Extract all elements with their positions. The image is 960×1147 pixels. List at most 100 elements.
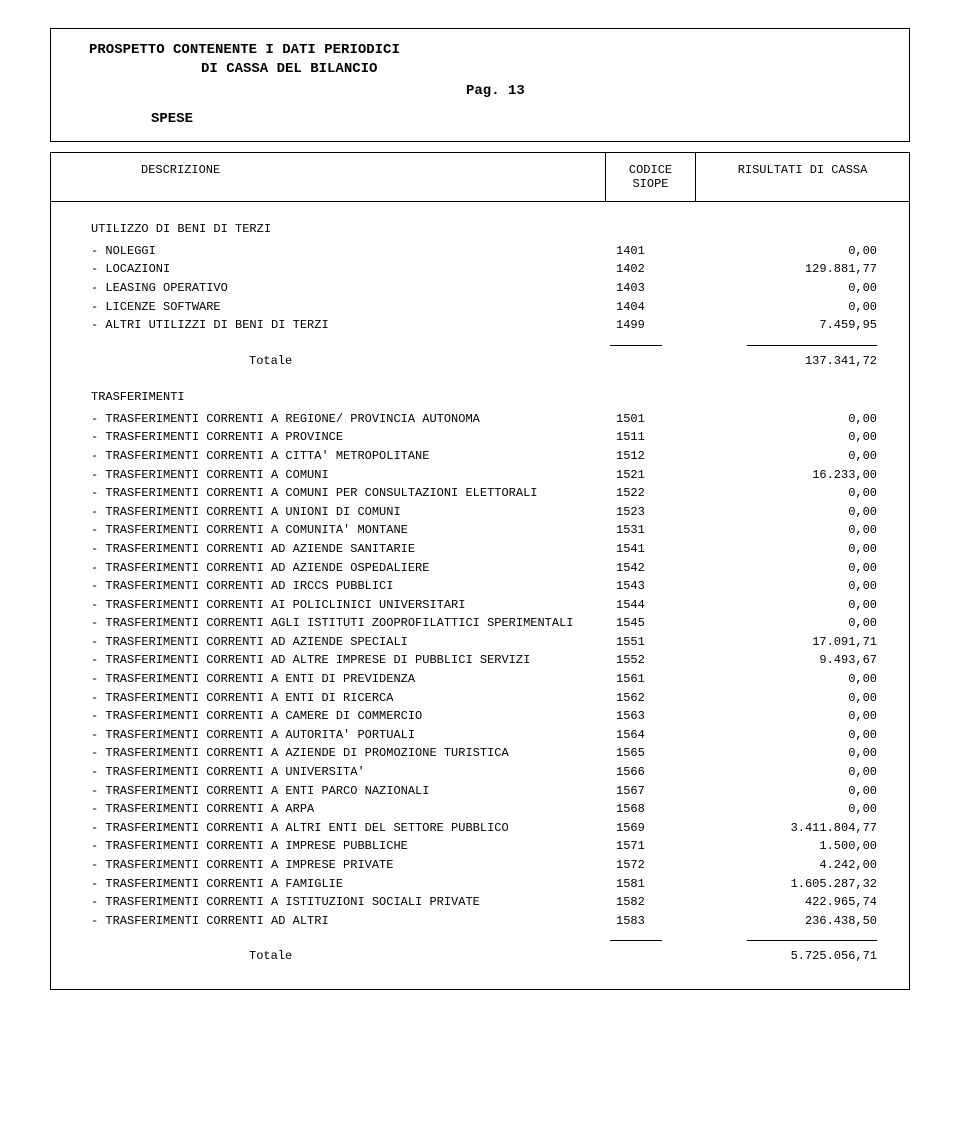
row-value: 0,00: [696, 540, 909, 559]
table-row: - TRASFERIMENTI CORRENTI AD IRCCS PUBBLI…: [51, 577, 909, 596]
row-code: 1511: [606, 428, 696, 447]
row-code: 1404: [606, 298, 696, 317]
row-code: 1581: [606, 875, 696, 894]
row-desc: - TRASFERIMENTI CORRENTI A CITTA' METROP…: [51, 447, 606, 466]
table-row: - TRASFERIMENTI CORRENTI A ENTI DI RICER…: [51, 689, 909, 708]
row-code: 1569: [606, 819, 696, 838]
row-code: 1545: [606, 614, 696, 633]
totale-label: Totale: [51, 949, 606, 963]
row-code: 1501: [606, 410, 696, 429]
row-desc: - LOCAZIONI: [51, 260, 606, 279]
row-value: 0,00: [696, 614, 909, 633]
row-desc: - TRASFERIMENTI CORRENTI AD ALTRI: [51, 912, 606, 931]
row-desc: - TRASFERIMENTI CORRENTI A AUTORITA' POR…: [51, 726, 606, 745]
row-code: 1563: [606, 707, 696, 726]
table-row: - TRASFERIMENTI CORRENTI A ALTRI ENTI DE…: [51, 819, 909, 838]
row-code: 1571: [606, 837, 696, 856]
row-value: 0,00: [696, 763, 909, 782]
row-code: 1582: [606, 893, 696, 912]
table-row: - TRASFERIMENTI CORRENTI A ISTITUZIONI S…: [51, 893, 909, 912]
row-desc: - TRASFERIMENTI CORRENTI AD AZIENDE SANI…: [51, 540, 606, 559]
table-row: - TRASFERIMENTI CORRENTI A CAMERE DI COM…: [51, 707, 909, 726]
title-line-2: DI CASSA DEL BILANCIO: [201, 60, 889, 79]
title-line-1: PROSPETTO CONTENENTE I DATI PERIODICI: [89, 41, 889, 60]
row-desc: - TRASFERIMENTI CORRENTI A UNIVERSITA': [51, 763, 606, 782]
table-row: - TRASFERIMENTI CORRENTI A ENTI PARCO NA…: [51, 782, 909, 801]
row-desc: - TRASFERIMENTI CORRENTI A COMUNI PER CO…: [51, 484, 606, 503]
codice-label: CODICE: [629, 163, 672, 177]
row-desc: - TRASFERIMENTI CORRENTI A PROVINCE: [51, 428, 606, 447]
row-code: 1572: [606, 856, 696, 875]
row-desc: - TRASFERIMENTI CORRENTI A IMPRESE PRIVA…: [51, 856, 606, 875]
row-desc: - TRASFERIMENTI CORRENTI A CAMERE DI COM…: [51, 707, 606, 726]
row-desc: - TRASFERIMENTI CORRENTI AI POLICLINICI …: [51, 596, 606, 615]
document-page: PROSPETTO CONTENENTE I DATI PERIODICI DI…: [0, 0, 960, 1030]
row-code: 1531: [606, 521, 696, 540]
row-value: 236.438,50: [696, 912, 909, 931]
table-row: - TRASFERIMENTI CORRENTI A AUTORITA' POR…: [51, 726, 909, 745]
row-code: 1552: [606, 651, 696, 670]
table-body: UTILIZZO DI BENI DI TERZI - NOLEGGI14010…: [51, 202, 909, 990]
row-value: 0,00: [696, 298, 909, 317]
row-code: 1543: [606, 577, 696, 596]
row-desc: - TRASFERIMENTI CORRENTI A IMPRESE PUBBL…: [51, 837, 606, 856]
row-desc: - TRASFERIMENTI CORRENTI A REGIONE/ PROV…: [51, 410, 606, 429]
row-value: 0,00: [696, 428, 909, 447]
table-row: - TRASFERIMENTI CORRENTI A REGIONE/ PROV…: [51, 410, 909, 429]
row-desc: - NOLEGGI: [51, 242, 606, 261]
row-desc: - LICENZE SOFTWARE: [51, 298, 606, 317]
row-value: 1.500,00: [696, 837, 909, 856]
row-value: 0,00: [696, 484, 909, 503]
data-table: DESCRIZIONE CODICE SIOPE RISULTATI DI CA…: [50, 152, 910, 991]
totale-block: Totale 5.725.056,71: [51, 940, 909, 963]
row-code: 1562: [606, 689, 696, 708]
row-desc: - TRASFERIMENTI CORRENTI A ENTI DI RICER…: [51, 689, 606, 708]
row-desc: - ALTRI UTILIZZI DI BENI DI TERZI: [51, 316, 606, 335]
row-value: 7.459,95: [696, 316, 909, 335]
table-row: - TRASFERIMENTI CORRENTI AD ALTRI1583236…: [51, 912, 909, 931]
row-desc: - TRASFERIMENTI CORRENTI A ENTI PARCO NA…: [51, 782, 606, 801]
col-header-codice: CODICE SIOPE: [606, 153, 696, 201]
table-row: - TRASFERIMENTI CORRENTI A UNIONI DI COM…: [51, 503, 909, 522]
table-row: - TRASFERIMENTI CORRENTI A UNIVERSITA'15…: [51, 763, 909, 782]
row-value: 9.493,67: [696, 651, 909, 670]
row-code: 1567: [606, 782, 696, 801]
totale-label: Totale: [51, 354, 606, 368]
totale-row: Totale 137.341,72: [51, 354, 909, 368]
table-row: - TRASFERIMENTI CORRENTI A CITTA' METROP…: [51, 447, 909, 466]
row-desc: - TRASFERIMENTI CORRENTI A COMUNITA' MON…: [51, 521, 606, 540]
table-row: - TRASFERIMENTI CORRENTI AD AZIENDE OSPE…: [51, 559, 909, 578]
row-desc: - TRASFERIMENTI CORRENTI A COMUNI: [51, 466, 606, 485]
row-value: 0,00: [696, 279, 909, 298]
row-value: 0,00: [696, 689, 909, 708]
table-row: - TRASFERIMENTI CORRENTI AD ALTRE IMPRES…: [51, 651, 909, 670]
row-desc: - TRASFERIMENTI CORRENTI A FAMIGLIE: [51, 875, 606, 894]
row-code: 1544: [606, 596, 696, 615]
row-code: 1565: [606, 744, 696, 763]
col-header-descrizione: DESCRIZIONE: [51, 153, 606, 201]
row-desc: - TRASFERIMENTI CORRENTI AD AZIENDE OSPE…: [51, 559, 606, 578]
row-code: 1402: [606, 260, 696, 279]
row-value: 0,00: [696, 503, 909, 522]
row-code: 1542: [606, 559, 696, 578]
row-value: 0,00: [696, 596, 909, 615]
row-value: 0,00: [696, 744, 909, 763]
table-row: - TRASFERIMENTI CORRENTI A COMUNITA' MON…: [51, 521, 909, 540]
table-row: - ALTRI UTILIZZI DI BENI DI TERZI14997.4…: [51, 316, 909, 335]
row-value: 0,00: [696, 559, 909, 578]
table-row: - TRASFERIMENTI CORRENTI A ARPA15680,00: [51, 800, 909, 819]
row-code: 1522: [606, 484, 696, 503]
table-row: - NOLEGGI14010,00: [51, 242, 909, 261]
row-value: 3.411.804,77: [696, 819, 909, 838]
row-code: 1568: [606, 800, 696, 819]
row-value: 0,00: [696, 670, 909, 689]
row-code: 1566: [606, 763, 696, 782]
group1-rows: - NOLEGGI14010,00- LOCAZIONI1402129.881,…: [51, 242, 909, 335]
row-value: 0,00: [696, 410, 909, 429]
row-code: 1541: [606, 540, 696, 559]
row-desc: - TRASFERIMENTI CORRENTI AGLI ISTITUTI Z…: [51, 614, 606, 633]
row-desc: - TRASFERIMENTI CORRENTI AD IRCCS PUBBLI…: [51, 577, 606, 596]
row-desc: - TRASFERIMENTI CORRENTI A AZIENDE DI PR…: [51, 744, 606, 763]
table-row: - TRASFERIMENTI CORRENTI A PROVINCE15110…: [51, 428, 909, 447]
row-value: 0,00: [696, 800, 909, 819]
